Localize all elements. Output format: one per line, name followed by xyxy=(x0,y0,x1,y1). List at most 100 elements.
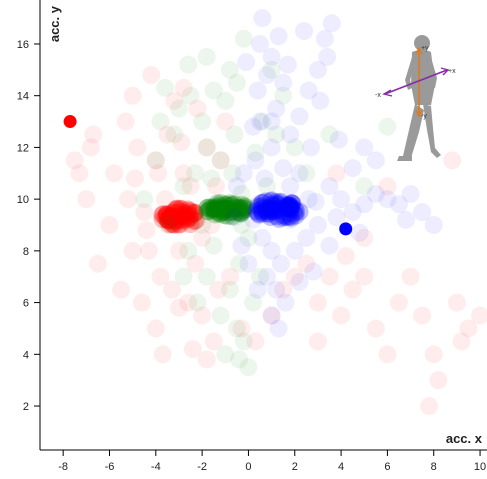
cluster-point xyxy=(282,194,301,213)
cluster-point xyxy=(276,207,295,226)
cluster-point xyxy=(208,200,227,219)
data-point xyxy=(297,254,316,273)
cluster-point xyxy=(223,199,242,218)
data-point xyxy=(123,86,142,105)
y-axis-title: acc. y xyxy=(47,5,62,42)
svg-text:+x: +x xyxy=(448,68,456,75)
data-point xyxy=(165,125,184,144)
data-point xyxy=(355,195,374,214)
cluster-point xyxy=(175,205,194,224)
cluster-point xyxy=(163,215,182,234)
data-point xyxy=(322,14,341,33)
data-point xyxy=(281,177,300,196)
cluster-point xyxy=(167,210,186,229)
cluster-point xyxy=(165,215,184,234)
data-point xyxy=(267,125,286,144)
data-point xyxy=(299,190,318,209)
data-point xyxy=(355,177,374,196)
cluster-point xyxy=(225,198,244,217)
cluster-point xyxy=(160,208,179,227)
data-point xyxy=(366,184,385,203)
data-point xyxy=(389,195,408,214)
cluster-point xyxy=(169,203,188,222)
data-point xyxy=(197,350,216,369)
svg-text:-y: -y xyxy=(421,113,427,120)
data-point xyxy=(234,29,253,48)
cluster-point xyxy=(210,198,229,217)
cluster-point xyxy=(214,203,233,222)
cluster-point xyxy=(173,211,192,230)
data-point xyxy=(401,267,420,286)
data-point xyxy=(290,272,309,291)
cluster-point xyxy=(230,203,249,222)
cluster-point xyxy=(203,199,222,218)
data-point xyxy=(216,91,235,110)
cluster-point xyxy=(276,198,295,217)
data-point xyxy=(179,241,198,260)
data-point xyxy=(112,280,131,299)
cluster-point xyxy=(157,205,176,224)
series-1 xyxy=(135,29,397,377)
cluster-point xyxy=(218,200,237,219)
data-point xyxy=(153,345,172,364)
cluster-point xyxy=(262,191,281,210)
cluster-point xyxy=(259,204,278,223)
data-point xyxy=(230,350,249,369)
cluster-point xyxy=(267,207,286,226)
cluster-point xyxy=(279,196,298,215)
cluster-point xyxy=(198,198,217,217)
cluster-point xyxy=(157,204,176,223)
cluster-point xyxy=(265,202,284,221)
data-point xyxy=(230,254,249,273)
data-point xyxy=(262,60,281,79)
cluster-point xyxy=(216,199,235,218)
data-point xyxy=(137,221,156,240)
data-point xyxy=(193,216,212,234)
data-point xyxy=(304,262,323,281)
data-point xyxy=(216,112,235,131)
cluster-point xyxy=(223,196,242,215)
data-point xyxy=(158,125,177,144)
data-point xyxy=(290,107,309,126)
cluster-point xyxy=(285,200,304,219)
cluster-point xyxy=(253,193,272,212)
data-point xyxy=(193,306,212,325)
cluster-point xyxy=(178,200,197,219)
data-point xyxy=(366,151,385,170)
cluster-point xyxy=(168,199,187,218)
cluster-point xyxy=(220,194,239,213)
cluster-point xyxy=(211,193,230,212)
cluster-point xyxy=(159,211,178,230)
cluster-point xyxy=(247,202,266,221)
data-point xyxy=(158,216,177,234)
cluster-point xyxy=(274,206,293,225)
cluster-point xyxy=(256,199,275,218)
cluster-point xyxy=(290,202,309,221)
data-point xyxy=(244,210,263,229)
cluster-point xyxy=(171,199,190,218)
cluster-point xyxy=(270,209,289,228)
data-point xyxy=(220,267,239,286)
data-point xyxy=(424,345,443,364)
data-point xyxy=(401,184,420,203)
data-point xyxy=(246,151,265,170)
data-point xyxy=(297,228,316,247)
data-point xyxy=(285,138,304,157)
data-point xyxy=(251,112,270,131)
data-point xyxy=(169,99,188,118)
data-point xyxy=(227,319,246,338)
cluster-point xyxy=(181,208,200,227)
cluster-point xyxy=(213,199,232,218)
data-point xyxy=(183,340,202,359)
cluster-point xyxy=(185,203,204,222)
series-0 xyxy=(63,66,487,416)
data-point xyxy=(70,164,89,183)
plot-area xyxy=(63,9,487,416)
data-point xyxy=(216,345,235,364)
data-point xyxy=(320,177,339,196)
y-tick-label: 14 xyxy=(17,91,29,103)
cluster-point xyxy=(215,195,234,214)
data-point xyxy=(315,29,334,48)
cluster-point xyxy=(235,197,254,216)
data-point xyxy=(327,164,346,183)
